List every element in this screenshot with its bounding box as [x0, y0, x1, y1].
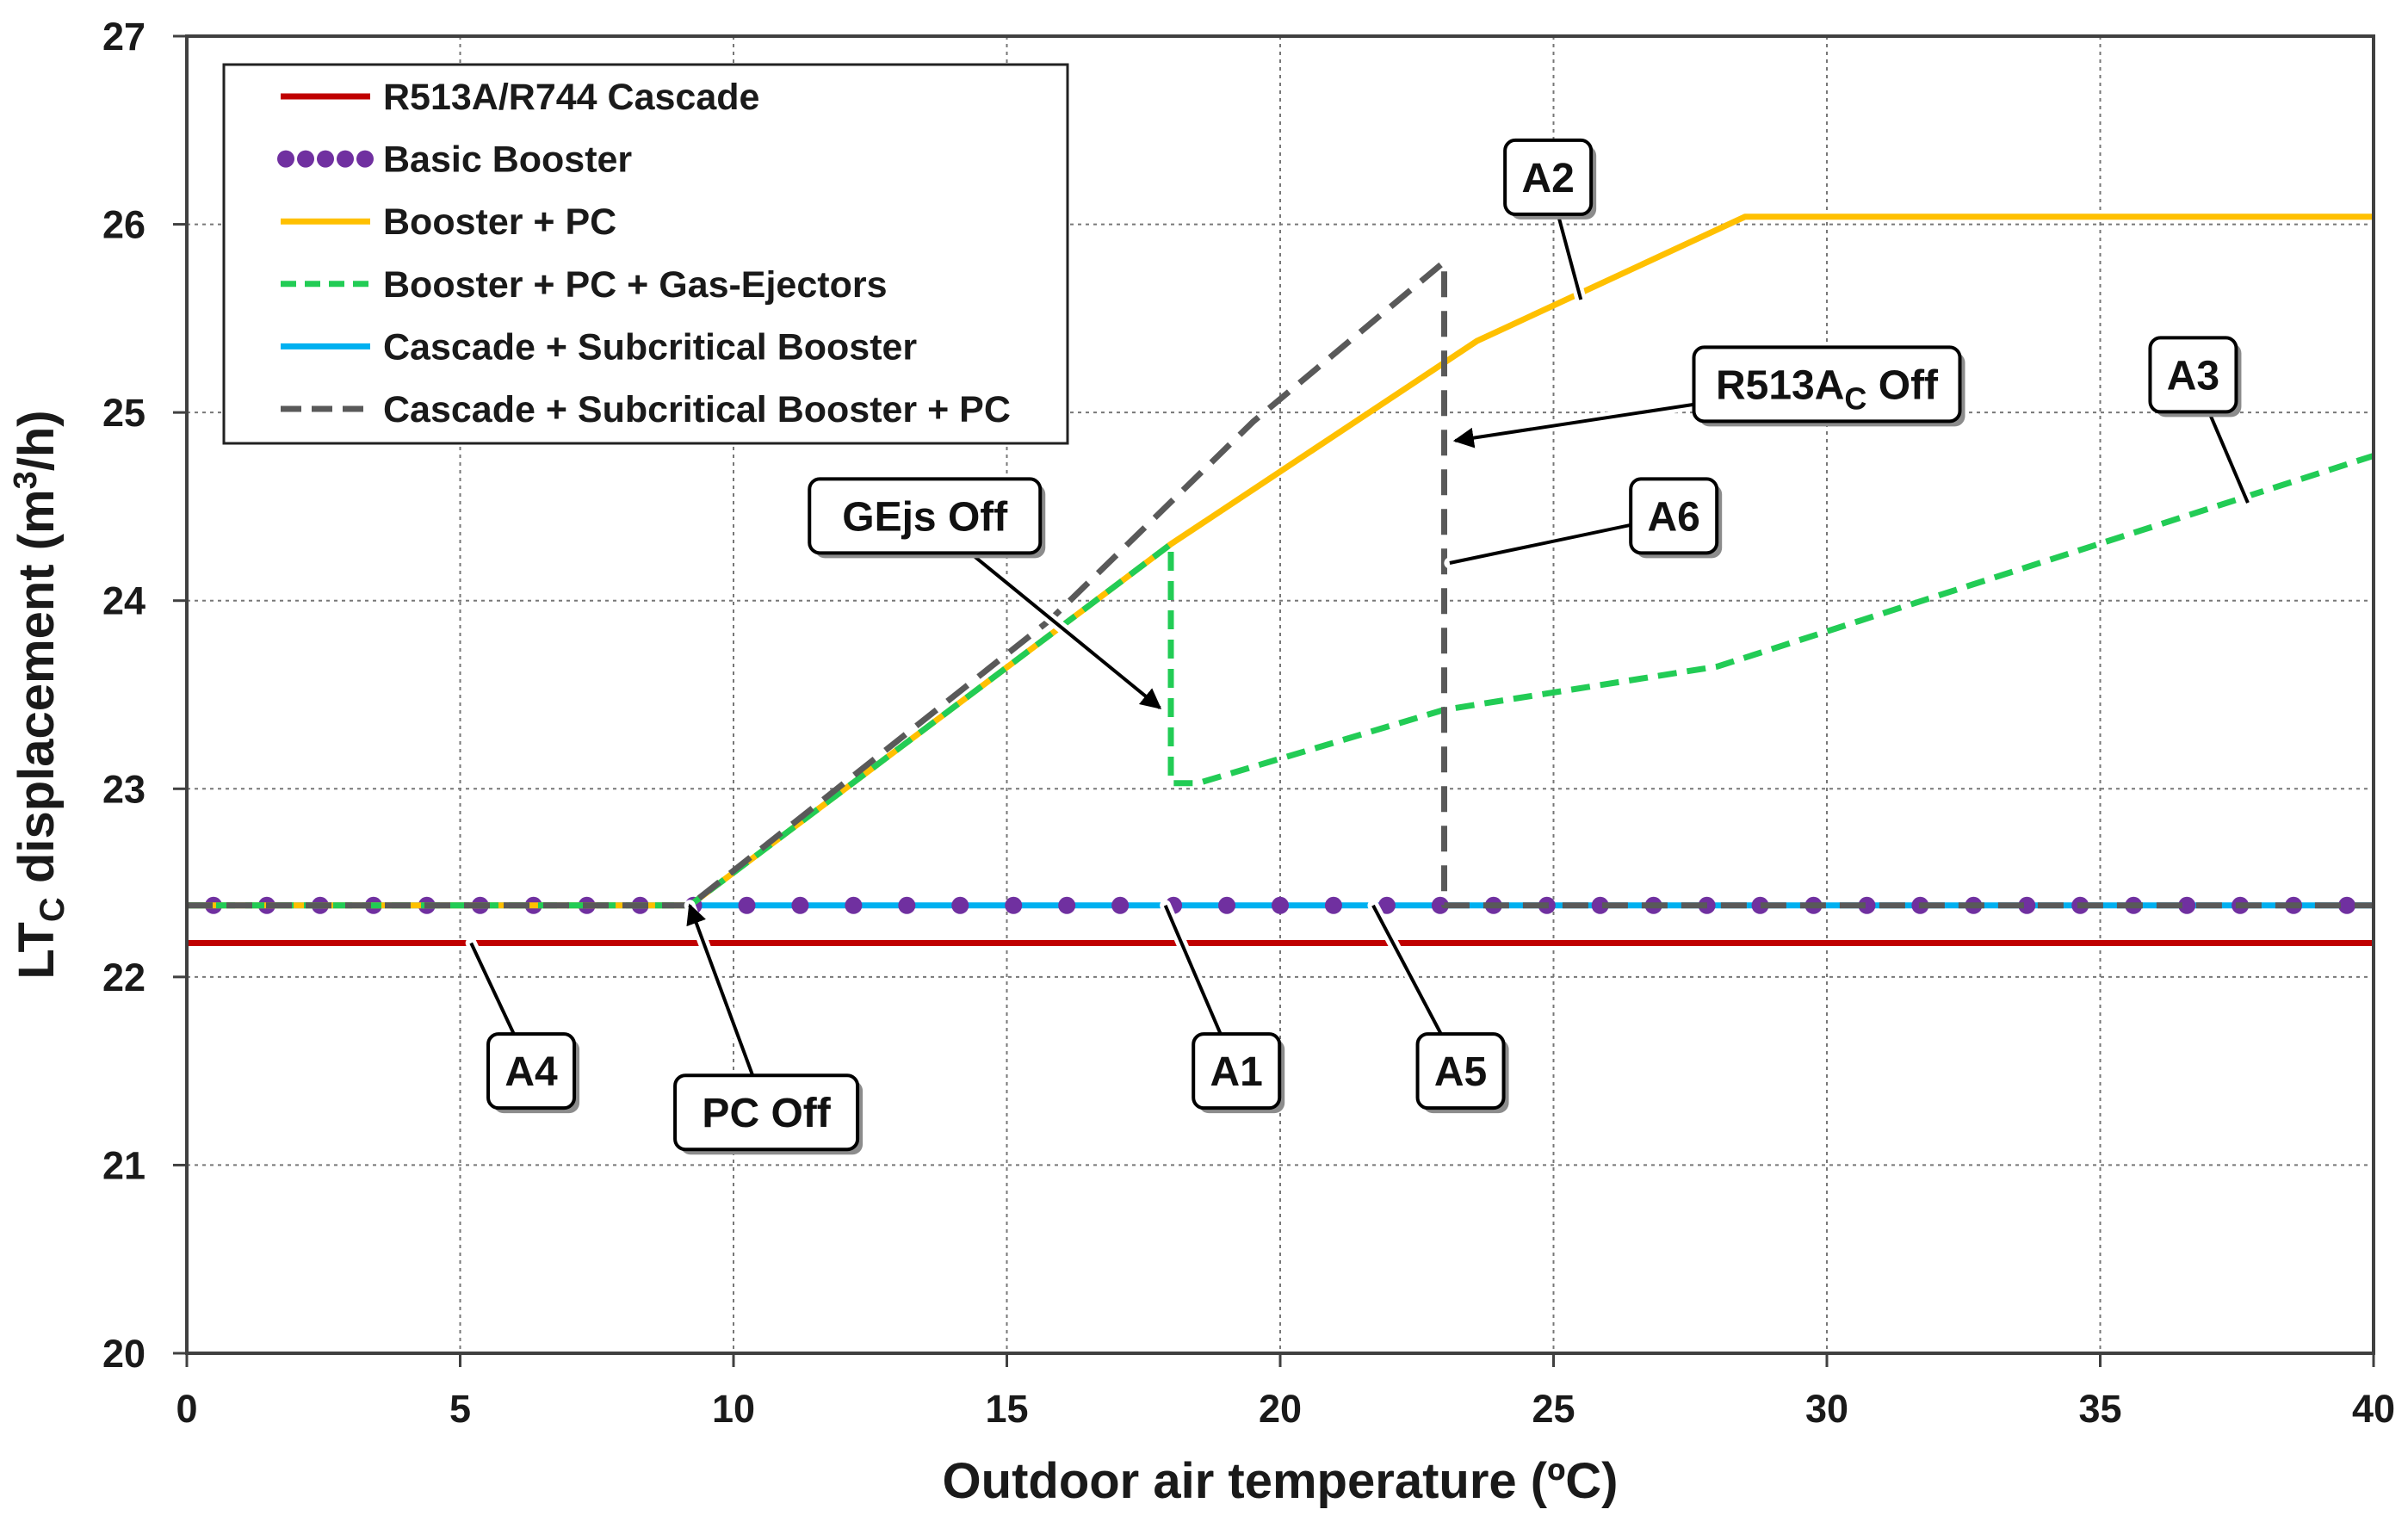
legend-swatch-dot — [317, 150, 334, 168]
series-basic-booster-point — [1005, 896, 1023, 914]
tick-labels: 0 5 10 15 20 25 30 35 40 20 21 22 23 24 25 26 27 — [102, 15, 2395, 1431]
legend-label: Cascade + Subcritical Booster — [383, 326, 917, 368]
series-basic-booster-point — [1272, 896, 1289, 914]
series-basic-booster-point — [845, 896, 863, 914]
legend-box — [222, 63, 1069, 445]
callout-box — [2148, 336, 2238, 414]
y-tick-label-20: 20 — [102, 1332, 145, 1376]
callout-box — [673, 1073, 860, 1152]
legend-item-booster-pc: Booster + PC — [281, 201, 616, 243]
y-tick-label-23: 23 — [102, 767, 145, 811]
y-axis-title-middle: displacement (m — [9, 489, 65, 897]
y-tick-label-22: 22 — [102, 956, 145, 999]
legend-label: R513A/R744 Cascade — [383, 77, 759, 118]
y-axis-title-superscript: 3 — [8, 471, 44, 489]
legend-swatch-dot — [277, 150, 294, 168]
callout-label: A5 — [1434, 1049, 1487, 1095]
y-tick-label-27: 27 — [102, 15, 145, 59]
x-axis-title: Outdoor air temperature (ºC) — [943, 1453, 1619, 1509]
series-basic-booster-point — [2338, 896, 2356, 914]
series-basic-booster-point — [898, 896, 916, 914]
callout-label: A1 — [1210, 1049, 1263, 1095]
callout-box — [1629, 477, 1719, 555]
y-tick-label-21: 21 — [102, 1143, 145, 1187]
callout-label: R513AC Off — [1716, 362, 1939, 416]
series-basic-booster-point — [1218, 896, 1236, 914]
callout-r513ac-off: R513AC Off — [1449, 345, 1965, 449]
legend: R513A/R744 Cascade Basic Booster Booster +… — [222, 63, 1069, 445]
y-tick-label-25: 25 — [102, 391, 145, 435]
legend-item-cascade-subcritical-booster: Cascade + Subcritical Booster — [281, 326, 917, 368]
y-axis-title: LTC displacement (m3/h) — [8, 410, 71, 979]
legend-label: Cascade + Subcritical Booster + PC — [383, 389, 1011, 430]
x-tick-label-5: 5 — [449, 1387, 471, 1431]
callout-box — [486, 1032, 577, 1110]
callout-pc-off: PC Off — [673, 900, 864, 1155]
callout-label: A3 — [2167, 353, 2219, 399]
legend-item-r513a-r744-cascade: R513A/R744 Cascade — [281, 77, 759, 118]
y-axis-title-main: LT — [9, 922, 65, 980]
legend-swatch-dot — [337, 150, 354, 168]
x-tick-label-35: 35 — [2078, 1387, 2121, 1431]
series-basic-booster-point — [1058, 896, 1076, 914]
legend-item-booster-pc-gas-ejectors: Booster + PC + Gas-Ejectors — [281, 264, 888, 306]
series-basic-booster-point — [2018, 896, 2036, 914]
callout-a2: A2 — [1503, 138, 1597, 306]
callout-box — [1692, 345, 1962, 424]
legend-item-basic-booster: Basic Booster — [277, 139, 632, 181]
series-basic-booster-point — [791, 896, 809, 914]
callout-label: PC Off — [702, 1091, 831, 1136]
series-basic-booster-point — [1591, 896, 1609, 914]
series-basic-booster-point — [738, 896, 756, 914]
callout-label: A2 — [1521, 156, 1574, 201]
legend-label: Booster + PC + Gas-Ejectors — [383, 264, 888, 306]
x-tick-label-10: 10 — [712, 1387, 755, 1431]
legend-swatch-dot — [297, 150, 314, 168]
callout-box — [1415, 1032, 1506, 1110]
x-tick-label-40: 40 — [2352, 1387, 2395, 1431]
callout-label: A6 — [1648, 494, 1700, 540]
x-tick-label-15: 15 — [985, 1387, 1028, 1431]
series-basic-booster-point — [1377, 896, 1396, 914]
callout-box — [808, 477, 1043, 555]
series-basic-booster-point — [1324, 896, 1342, 914]
callout-gejs-off: GEjs Off — [808, 477, 1166, 714]
series-basic-booster-point — [1111, 896, 1130, 914]
callout-label-main: R513A — [1716, 362, 1844, 408]
callout-label: GEjs Off — [842, 494, 1008, 540]
callout-a4: A4 — [465, 937, 580, 1114]
legend-label: Booster + PC — [383, 201, 616, 243]
y-axis-title-end: /h) — [9, 410, 65, 471]
series-basic-booster-point — [1858, 896, 1876, 914]
x-tick-label-0: 0 — [176, 1387, 197, 1431]
callout-label: A4 — [505, 1049, 558, 1095]
legend-swatch-dot — [356, 150, 374, 168]
y-tick-label-24: 24 — [102, 579, 145, 623]
x-tick-label-20: 20 — [1259, 1387, 1302, 1431]
series-group — [187, 213, 2375, 946]
callout-label-subscript: C — [1844, 380, 1866, 416]
callout-box — [1503, 138, 1594, 216]
series-basic-booster-point — [1431, 896, 1449, 914]
callout-label-end: Off — [1866, 362, 1939, 408]
y-axis-title-subscript: C — [34, 897, 71, 922]
y-tick-label-26: 26 — [102, 203, 145, 247]
callout-a1: A1 — [1160, 900, 1285, 1114]
callout-a5: A5 — [1367, 900, 1509, 1114]
series-basic-booster-point — [2178, 896, 2196, 914]
legend-item-cascade-subcritical-booster-pc: Cascade + Subcritical Booster + PC — [281, 389, 1011, 430]
series-cascade-subcritical-booster-pc-line — [187, 258, 2374, 909]
callout-a3: A3 — [2148, 336, 2254, 509]
annotations: A1 A2 A3 A4 A5 A6 GEjs Off R513AC Off PC Off — [465, 138, 2254, 1155]
callout-box — [1192, 1032, 1282, 1110]
legend-label: Basic Booster — [383, 139, 632, 181]
x-tick-label-30: 30 — [1805, 1387, 1848, 1431]
callout-a6: A6 — [1444, 477, 1723, 569]
x-tick-label-25: 25 — [1532, 1387, 1575, 1431]
series-basic-booster-point — [1751, 896, 1769, 914]
series-basic-booster-point — [951, 896, 969, 914]
